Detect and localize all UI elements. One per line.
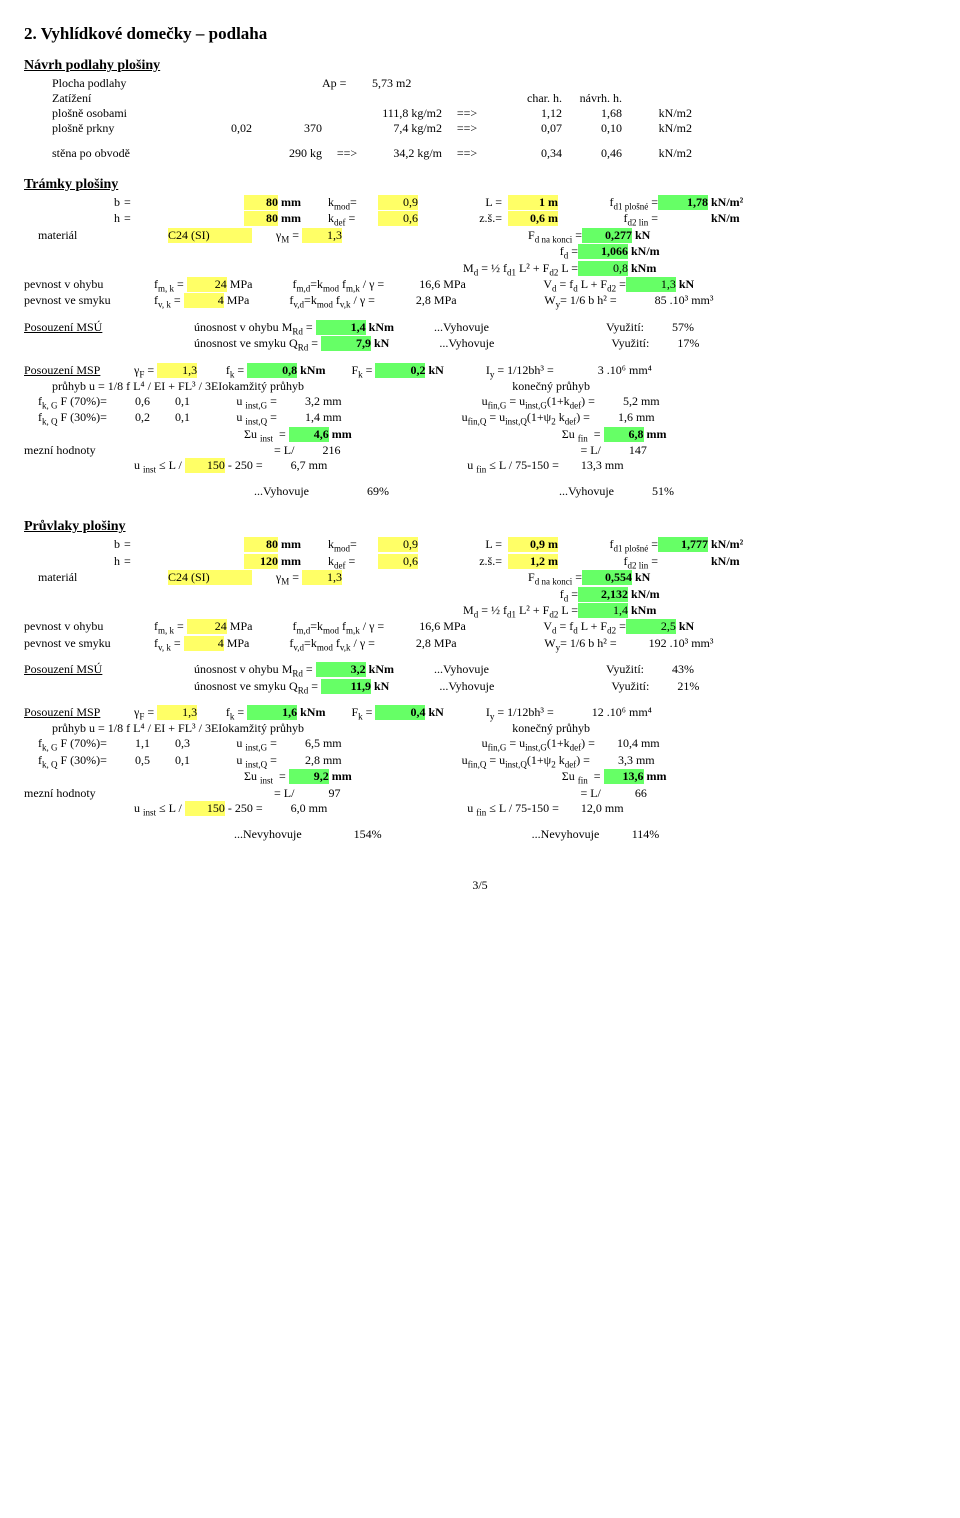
wall-kgm: 34,2 kg/m <box>372 146 442 161</box>
tramky-title: Trámky plošiny <box>24 177 936 193</box>
P-b-row: b= 80 mm kmod= 0,9 L = 0,9 m fd1 plošné … <box>24 537 936 553</box>
planks-navrh: 0,10 <box>562 121 622 136</box>
T-h-row: h= 80 mm kdef = 0,6 z.š.= 0,6 m fd2 lin … <box>24 211 936 227</box>
P-Md-row: Md = ½ fd1 L² + Fd2 L = 1,4 kNm <box>24 603 936 619</box>
planks-c1: 0,02 <box>192 121 252 136</box>
wall-char: 0,34 <box>492 146 562 161</box>
persons-char: 1,12 <box>492 106 562 121</box>
T-fd-row: fd = 1,066 kN/m <box>24 244 936 260</box>
P-sums: Σu inst = 9,2 mm Σu fin = 13,6 mm <box>24 769 936 785</box>
pruvlaky-title: Průvlaky plošiny <box>24 519 936 535</box>
T-fkq: fk, Q F (30%)= 0,2 0,1 u inst,Q = 1,4 mm… <box>24 410 936 426</box>
T-mezni: mezní hodnoty = L/ 216 = L/ 147 <box>24 443 936 458</box>
T-bottom: ...Vyhovuje 69% ...Vyhovuje 51% <box>24 484 936 499</box>
planks-c2: 370 <box>252 121 322 136</box>
floor-area-label: Plocha podlahy <box>24 76 192 91</box>
P-bottom: ...Nevyhovuje 154% ...Nevyhovuje 114% <box>24 827 936 842</box>
knm2-1: kN/m2 <box>622 106 692 121</box>
P-msu1: Posouzení MSÚ únosnost v ohybu MRd = 3,2… <box>24 662 936 678</box>
persons-row: plošně osobami 111,8 kg/m2 ==> 1,12 1,68… <box>24 106 936 121</box>
knm2-2: kN/m2 <box>622 121 692 136</box>
planks-row: plošně prkny 0,02 370 7,4 kg/m2 ==> 0,07… <box>24 121 936 136</box>
T-fv-row: pevnost ve smyku fv, k = 4 MPa fv,d=kmod… <box>24 293 936 309</box>
char-h: char. h. <box>492 91 562 106</box>
P-limits: u inst ≤ L / 150 - 250 = 6,0 mm u fin ≤ … <box>24 801 936 817</box>
page-footer: 3/5 <box>24 878 936 893</box>
page-heading: 2. Vyhlídkové domečky – podlaha <box>24 24 936 44</box>
P-msu2: únosnost ve smyku QRd = 11,9 kN ...Vyhov… <box>24 679 936 695</box>
T-limits: u inst ≤ L / 150 - 250 = 6,7 mm u fin ≤ … <box>24 458 936 474</box>
T-fkg: fk, G F (70%)= 0,6 0,1 u inst,G = 3,2 mm… <box>24 394 936 410</box>
wall-kg: 290 kg <box>192 146 322 161</box>
floor-area-row: Plocha podlahy Ap = 5,73 m2 <box>24 76 936 91</box>
planks-char: 0,07 <box>492 121 562 136</box>
wall-row: stěna po obvodě 290 kg ==> 34,2 kg/m ==>… <box>24 146 936 161</box>
T-sums: Σu inst = 4,6 mm Σu fin = 6,8 mm <box>24 427 936 443</box>
planks-label: plošně prkny <box>24 121 192 136</box>
persons-label: plošně osobami <box>24 106 192 121</box>
ap-val: 5,73 m2 <box>372 76 411 91</box>
page: 2. Vyhlídkové domečky – podlaha Návrh po… <box>0 0 960 917</box>
T-fm-row: pevnost v ohybu fm, k = 24 MPa fm,d=kmod… <box>24 277 936 293</box>
T-mat-row: materiál C24 (SI) γM = 1,3 Fd na konci =… <box>24 228 936 244</box>
P-h-row: h= 120 mm kdef = 0,6 z.š.= 1,2 m fd2 lin… <box>24 554 936 570</box>
P-fkq: fk, Q F (30%)= 0,5 0,1 u inst,Q = 2,8 mm… <box>24 753 936 769</box>
persons-load: 111,8 kg/m2 <box>322 106 442 121</box>
P-fv-row: pevnost ve smyku fv, k = 4 MPa fv,d=kmod… <box>24 636 936 652</box>
T-Md-row: Md = ½ fd1 L² + Fd2 L = 0,8 kNm <box>24 261 936 277</box>
P-fm-row: pevnost v ohybu fm, k = 24 MPa fm,d=kmod… <box>24 619 936 635</box>
P-msp1: Posouzení MSP γF = 1,3 fk = 1,6 kNm Fk =… <box>24 705 936 721</box>
wall-label: stěna po obvodě <box>24 146 192 161</box>
P-fd-row: fd = 2,132 kN/m <box>24 587 936 603</box>
planks-load: 7,4 kg/m2 <box>322 121 442 136</box>
design-title: Návrh podlahy plošiny <box>24 58 936 74</box>
P-mat-row: materiál C24 (SI) γM = 1,3 Fd na konci =… <box>24 570 936 586</box>
load-header-row: Zatížení char. h. návrh. h. <box>24 91 936 106</box>
P-mezni: mezní hodnoty = L/ 97 = L/ 66 <box>24 786 936 801</box>
T-b-row: b= 80 mm kmod= 0,9 L = 1 m fd1 plošné = … <box>24 195 936 211</box>
persons-navrh: 1,68 <box>562 106 622 121</box>
T-msu1: Posouzení MSÚ únosnost v ohybu MRd = 1,4… <box>24 320 936 336</box>
load-label: Zatížení <box>24 91 192 106</box>
T-msp1: Posouzení MSP γF = 1,3 fk = 0,8 kNm Fk =… <box>24 363 936 379</box>
T-msp2: průhyb u = 1/8 f L⁴ / EI + FL³ / 3EI oka… <box>24 379 936 394</box>
P-fkg: fk, G F (70%)= 1,1 0,3 u inst,G = 6,5 mm… <box>24 736 936 752</box>
navrh-h: návrh. h. <box>562 91 622 106</box>
wall-navrh: 0,46 <box>562 146 622 161</box>
ap-sym: Ap = <box>322 76 372 91</box>
knm2-3: kN/m2 <box>622 146 692 161</box>
P-msp2: průhyb u = 1/8 f L⁴ / EI + FL³ / 3EI oka… <box>24 721 936 736</box>
T-msu2: únosnost ve smyku QRd = 7,9 kN ...Vyhovu… <box>24 336 936 352</box>
